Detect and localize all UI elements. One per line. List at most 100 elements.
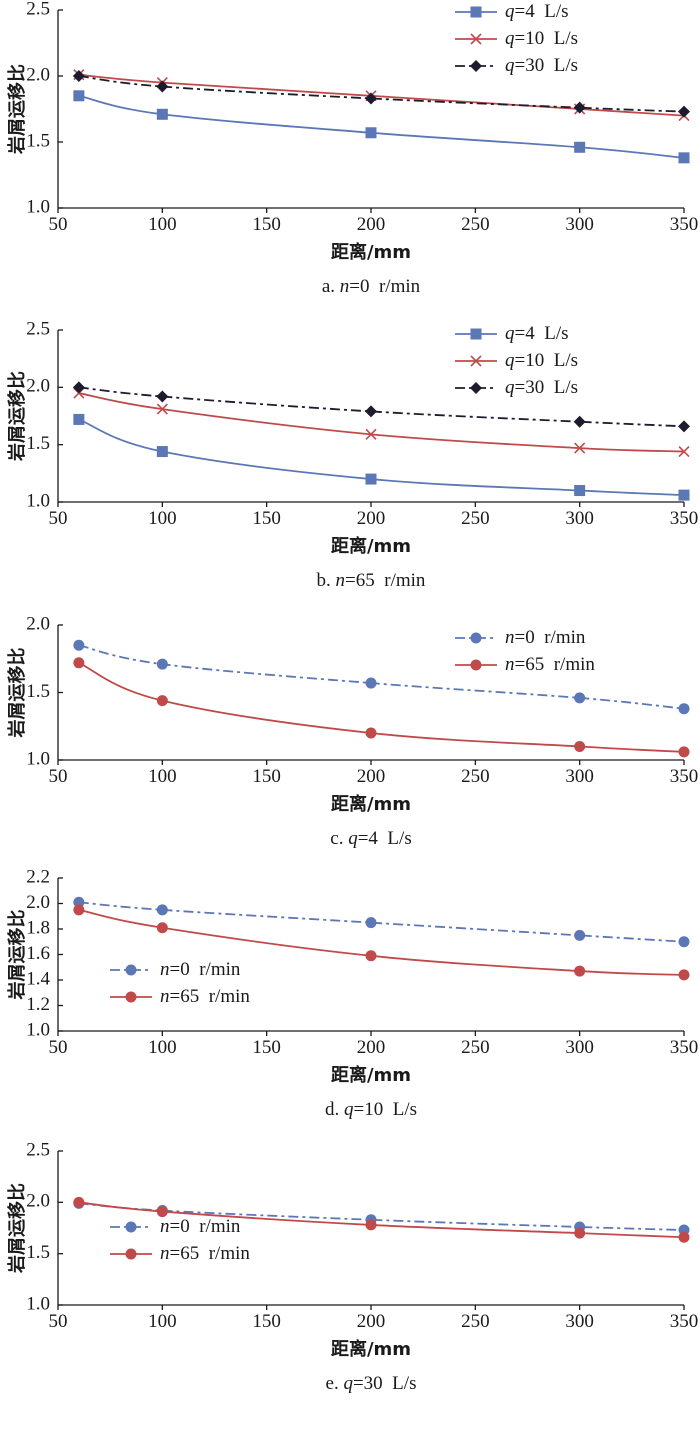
data-point xyxy=(73,1196,85,1208)
x-tick-label: 250 xyxy=(461,1037,490,1058)
x-tick-label: 300 xyxy=(565,508,594,529)
x-tick-label: 50 xyxy=(49,1311,68,1332)
legend-label: q=10 L/s xyxy=(505,28,578,49)
legend-label: n=65 r/min xyxy=(160,1243,250,1264)
x-tick-label: 300 xyxy=(565,214,594,235)
legend-marker xyxy=(125,964,137,976)
chart-panel-d: 1.0 1.2 1.4 1.6 1.8 2.0 2.2 50 100 150 200 250 300 35… xyxy=(6,866,698,1120)
data-point xyxy=(365,127,377,139)
x-tick-label: 350 xyxy=(670,766,699,787)
y-tick-label: 2.5 xyxy=(26,0,50,19)
panel-caption: c. q=4 L/s xyxy=(330,828,411,849)
x-axis-label: 距离/mm xyxy=(331,793,411,815)
data-point xyxy=(678,420,690,433)
legend-label: n=0 r/min xyxy=(160,959,241,980)
legend-label: n=65 r/min xyxy=(505,654,595,675)
x-tick-label: 300 xyxy=(565,1311,594,1332)
series-line xyxy=(78,418,685,497)
y-tick-label: 2.5 xyxy=(26,1139,50,1160)
legend-marker xyxy=(470,632,482,644)
data-point xyxy=(574,929,586,941)
data-point xyxy=(678,969,690,981)
data-point xyxy=(574,741,586,752)
y-tick-label: 1.5 xyxy=(26,433,50,454)
data-point xyxy=(678,105,690,118)
legend-label: q=30 L/s xyxy=(505,377,578,398)
data-point xyxy=(365,727,377,739)
data-point xyxy=(365,92,377,105)
x-tick-label: 250 xyxy=(461,214,490,235)
data-point xyxy=(573,415,586,428)
y-tick-label: 1.6 xyxy=(26,943,50,964)
data-point xyxy=(678,746,690,758)
x-tick-label: 350 xyxy=(670,1037,699,1058)
x-tick-label: 250 xyxy=(461,508,490,529)
y-tick-label: 2.0 xyxy=(26,613,50,634)
legend-label: q=4 L/s xyxy=(505,1,569,22)
data-point xyxy=(573,101,586,114)
data-point xyxy=(156,658,168,670)
series-line xyxy=(78,75,685,113)
y-tick-label: 1.0 xyxy=(26,1293,50,1314)
data-point xyxy=(72,381,85,394)
series-line xyxy=(78,392,685,453)
x-tick-label: 350 xyxy=(670,508,699,529)
x-tick-label: 100 xyxy=(148,1037,177,1058)
legend-marker xyxy=(125,991,137,1003)
legend-label: q=30 L/s xyxy=(505,55,578,76)
legend-marker xyxy=(470,355,482,367)
legend-marker xyxy=(125,1221,137,1233)
series-line xyxy=(78,901,685,943)
series-line xyxy=(78,386,685,428)
data-point xyxy=(156,904,168,916)
chart-panel-b: 1.0 1.5 2.0 2.5 50 100 150 200 250 300 350 岩屑运移比距离/… xyxy=(6,318,698,591)
y-tick-label: 1.2 xyxy=(26,994,50,1015)
data-point xyxy=(574,442,586,454)
legend-label: q=10 L/s xyxy=(505,350,578,371)
data-point xyxy=(156,446,168,458)
data-point xyxy=(365,405,377,418)
data-point xyxy=(72,70,85,82)
x-tick-label: 50 xyxy=(49,508,68,529)
x-axis-label: 距离/mm xyxy=(331,1338,411,1360)
y-tick-label: 1.8 xyxy=(26,917,50,938)
data-point xyxy=(678,489,690,501)
x-tick-label: 200 xyxy=(357,214,386,235)
y-tick-label: 1.0 xyxy=(26,748,50,769)
y-axis-label: 岩屑运移比 xyxy=(6,910,28,1001)
x-tick-label: 100 xyxy=(148,766,177,787)
data-point xyxy=(678,152,690,164)
chart-panel-a: 1.0 1.5 2.0 2.5 50 100 150 200 250 300 350 岩屑运移比距离/… xyxy=(6,0,698,297)
data-point xyxy=(574,965,586,977)
data-point xyxy=(156,695,168,707)
data-point xyxy=(365,950,377,962)
x-axis-label: 距离/mm xyxy=(331,1064,411,1086)
x-tick-label: 300 xyxy=(565,1037,594,1058)
data-point xyxy=(574,1227,586,1239)
data-point xyxy=(678,703,690,715)
x-tick-label: 200 xyxy=(357,508,386,529)
legend-marker xyxy=(470,6,482,18)
data-point xyxy=(678,445,690,458)
y-tick-label: 2.0 xyxy=(26,1191,50,1212)
x-tick-label: 100 xyxy=(148,1311,177,1332)
x-tick-label: 250 xyxy=(461,766,490,787)
y-axis-label: 岩屑运移比 xyxy=(6,648,28,739)
legend-marker xyxy=(470,33,482,45)
data-point xyxy=(365,917,377,929)
y-tick-label: 2.0 xyxy=(26,892,50,913)
x-axis-label: 距离/mm xyxy=(331,241,411,263)
y-tick-label: 2.2 xyxy=(26,866,50,887)
y-tick-label: 1.0 xyxy=(26,196,50,217)
legend-marker xyxy=(470,328,482,340)
data-point xyxy=(574,141,586,153)
legend-label: q=4 L/s xyxy=(505,323,569,344)
x-tick-label: 350 xyxy=(670,214,699,235)
series-line xyxy=(78,73,685,117)
data-point xyxy=(156,108,168,120)
data-point xyxy=(574,485,586,497)
y-tick-label: 1.5 xyxy=(26,681,50,702)
data-point xyxy=(156,1206,168,1218)
panel-caption: a. n=0 r/min xyxy=(322,276,421,297)
